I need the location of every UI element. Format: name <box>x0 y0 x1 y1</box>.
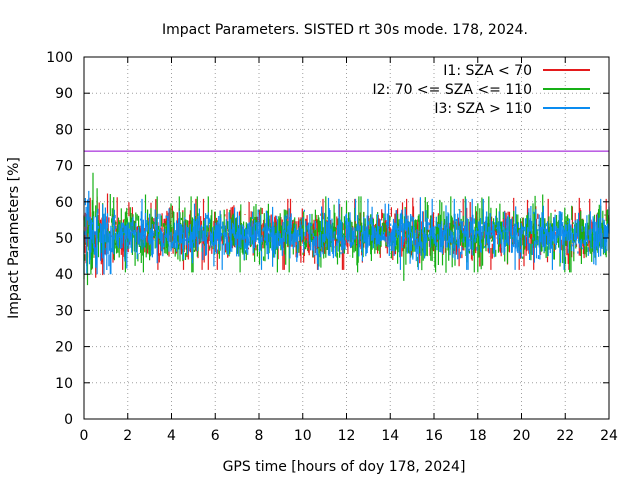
y-tick-label: 80 <box>55 122 73 138</box>
y-tick-label: 10 <box>55 376 73 392</box>
legend-label: I2: 70 <= SZA <= 110 <box>372 82 532 98</box>
axis-ticks: 0 2 4 6 8 10 12 14 16 18 20 22 240102030405060708090… <box>46 50 618 444</box>
y-tick-label: 50 <box>55 231 73 247</box>
legend-label: I1: SZA < 70 <box>443 63 532 79</box>
x-tick-label: 18 <box>469 428 487 444</box>
x-tick-label: 16 <box>425 428 443 444</box>
x-tick-label: 10 <box>294 428 312 444</box>
x-tick-label: 14 <box>381 428 399 444</box>
chart-title: Impact Parameters. SISTED rt 30s mode. 1… <box>162 22 528 38</box>
x-tick-label: 8 <box>255 428 264 444</box>
y-tick-label: 90 <box>55 86 73 102</box>
y-tick-label: 70 <box>55 159 73 175</box>
legend: I1: SZA < 70 I2: 70 <= SZA <= 110 I3: SZA … <box>372 63 590 117</box>
x-tick-label: 6 <box>211 428 220 444</box>
y-tick-label: 0 <box>64 412 73 428</box>
x-tick-label: 2 <box>123 428 132 444</box>
x-tick-label: 12 <box>338 428 356 444</box>
y-tick-label: 60 <box>55 195 73 211</box>
x-tick-label: 4 <box>167 428 176 444</box>
y-axis-label: Impact Parameters [%] <box>6 157 22 319</box>
y-tick-label: 40 <box>55 267 73 283</box>
x-tick-label: 24 <box>600 428 618 444</box>
x-axis-label: GPS time [hours of doy 178, 2024] <box>223 459 466 475</box>
y-tick-label: 30 <box>55 303 73 319</box>
legend-label: I3: SZA > 110 <box>434 101 532 117</box>
x-tick-label: 0 <box>80 428 89 444</box>
x-tick-label: 22 <box>556 428 574 444</box>
y-tick-label: 20 <box>55 340 73 356</box>
y-tick-label: 100 <box>46 50 73 66</box>
x-tick-label: 20 <box>513 428 531 444</box>
